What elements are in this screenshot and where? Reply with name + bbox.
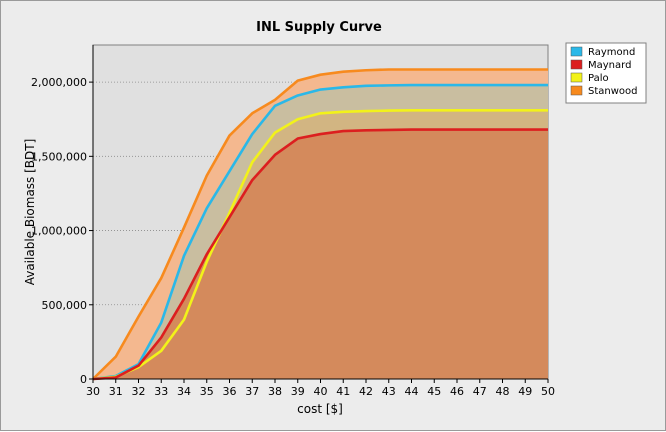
x-tick-label: 46 (450, 385, 464, 398)
x-tick-label: 36 (223, 385, 237, 398)
y-tick-label: 1,500,000 (31, 150, 87, 163)
x-tick-label: 38 (268, 385, 282, 398)
x-axis-title: cost [$] (297, 402, 343, 416)
legend-label-palo: Palo (588, 73, 609, 84)
x-tick-label: 42 (359, 385, 373, 398)
x-tick-label: 44 (405, 385, 419, 398)
x-tick-label: 35 (200, 385, 214, 398)
x-tick-label: 33 (154, 385, 168, 398)
legend-swatch-raymond (570, 46, 583, 57)
line-maynard (92, 128, 548, 381)
x-tick-label: 30 (86, 385, 100, 398)
legend: Raymond Maynard Palo Stanwood (565, 42, 647, 104)
legend-label-maynard: Maynard (588, 60, 631, 71)
y-tick-label: 500,000 (42, 299, 88, 312)
y-tick-label: 0 (80, 373, 87, 386)
x-tick-label: 32 (132, 385, 146, 398)
legend-label-stanwood: Stanwood (588, 86, 638, 97)
legend-swatch-maynard (570, 59, 583, 70)
x-tick-label: 40 (314, 385, 328, 398)
area-maynard (93, 129, 548, 379)
y-axis-title: Available Biomass [BDT] (23, 139, 37, 286)
y-tick-label: 1,000,000 (31, 225, 87, 238)
legend-label-raymond: Raymond (588, 47, 635, 58)
x-tick-label: 49 (518, 385, 532, 398)
chart-title: INL Supply Curve (256, 20, 382, 35)
x-tick-label: 39 (291, 385, 305, 398)
x-tick-label: 45 (427, 385, 441, 398)
x-tick-label: 34 (177, 385, 191, 398)
x-tick-label: 48 (496, 385, 510, 398)
line-stanwood (92, 68, 548, 380)
x-tick-label: 43 (382, 385, 396, 398)
x-tick-label: 31 (109, 385, 123, 398)
x-tick-label: 37 (245, 385, 259, 398)
area-layer (93, 69, 548, 380)
line-layer (92, 68, 548, 381)
x-tick-label: 41 (336, 385, 350, 398)
x-tick-label: 50 (541, 385, 555, 398)
line-palo (92, 109, 548, 381)
legend-swatch-stanwood (570, 85, 583, 96)
line-raymond (92, 83, 548, 381)
y-tick-label: 2,000,000 (31, 76, 87, 89)
axis-layer: 0 500,000 1,000,000 1,500,000 2,000,000 30 31 3… (31, 45, 555, 398)
legend-swatch-palo (570, 72, 583, 83)
x-tick-label: 47 (473, 385, 487, 398)
